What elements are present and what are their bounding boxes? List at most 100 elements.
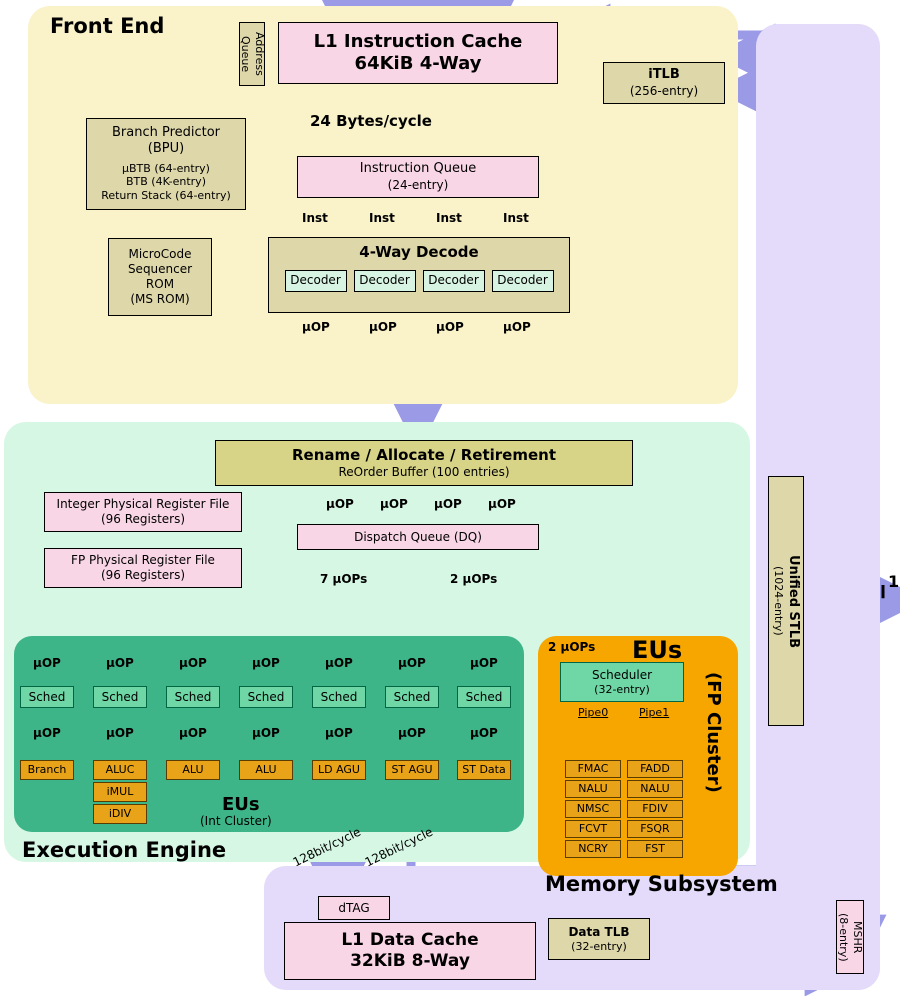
decoder-0: Decoder bbox=[285, 270, 347, 292]
decode-title: 4-Way Decode bbox=[359, 243, 478, 262]
seven-uops: 7 µOPs bbox=[320, 572, 367, 586]
msrom-l1: MicroCode bbox=[128, 247, 191, 262]
int-uop-5a: µOP bbox=[398, 656, 426, 670]
data-tlb: Data TLB (32-entry) bbox=[548, 918, 650, 960]
msrom-l3: ROM bbox=[146, 277, 174, 292]
l1-dcache: L1 Data Cache 32KiB 8-Way bbox=[284, 922, 536, 980]
eu-4: LD AGU bbox=[312, 760, 366, 780]
uop-rn-0: µOP bbox=[326, 497, 354, 511]
memory-subsystem-label: Memory Subsystem bbox=[545, 872, 778, 896]
decoder-1: Decoder bbox=[354, 270, 416, 292]
bpu-l4: BTB (4K-entry) bbox=[126, 175, 206, 189]
two-uops-fp: 2 µOPs bbox=[548, 640, 595, 654]
fp-scheduler: Scheduler (32-entry) bbox=[560, 662, 684, 702]
int-uop-3b: µOP bbox=[252, 726, 280, 740]
l1-icache-line2: 64KiB 4-Way bbox=[355, 53, 482, 76]
execution-engine-label: Execution Engine bbox=[22, 838, 226, 862]
rename-rob: Rename / Allocate / Retirement ReOrder B… bbox=[215, 440, 633, 486]
pipe0-label: Pipe0 bbox=[578, 706, 608, 719]
fp0-2: NMSC bbox=[565, 800, 621, 818]
int-uop-2a: µOP bbox=[179, 656, 207, 670]
mshr-l2: (8-entry) bbox=[836, 913, 850, 962]
int-uop-1a: µOP bbox=[106, 656, 134, 670]
uop-rn-2: µOP bbox=[434, 497, 462, 511]
iq-l2: (24-entry) bbox=[388, 178, 449, 193]
int-uop-1b: µOP bbox=[106, 726, 134, 740]
int-uop-2b: µOP bbox=[179, 726, 207, 740]
address-queue: Address Queue bbox=[239, 22, 265, 86]
l1-icache-line1: L1 Instruction Cache bbox=[314, 31, 523, 54]
eu-0: Branch bbox=[20, 760, 74, 780]
uop-rn-1: µOP bbox=[380, 497, 408, 511]
eu-3: ALU bbox=[239, 760, 293, 780]
branch-predictor: Branch Predictor (BPU) µBTB (64-entry) B… bbox=[86, 118, 246, 210]
fp0-0: FMAC bbox=[565, 760, 621, 778]
l1-icache: L1 Instruction Cache 64KiB 4-Way bbox=[278, 22, 558, 84]
inst-lbl-1: Inst bbox=[369, 211, 395, 225]
int-prf-l2: (96 Registers) bbox=[101, 512, 185, 527]
mshr-l1: MSHR bbox=[850, 921, 864, 953]
inst-lbl-3: Inst bbox=[503, 211, 529, 225]
dtlb-l1: Data TLB bbox=[568, 925, 629, 940]
fp1-2: FDIV bbox=[627, 800, 683, 818]
int-uop-6b: µOP bbox=[470, 726, 498, 740]
sched-1: Sched bbox=[93, 686, 147, 708]
dtlb-l2: (32-entry) bbox=[571, 940, 627, 954]
rename-l1: Rename / Allocate / Retirement bbox=[292, 446, 556, 465]
offchip-label: 1 bbox=[888, 572, 899, 591]
sched-3: Sched bbox=[239, 686, 293, 708]
int-eus-sub: (Int Cluster) bbox=[200, 814, 272, 828]
inst-lbl-0: Inst bbox=[302, 211, 328, 225]
uop-fe-3: µOP bbox=[503, 320, 531, 334]
sched-0: Sched bbox=[20, 686, 74, 708]
fp0-1: NALU bbox=[565, 780, 621, 798]
dtag: dTAG bbox=[318, 896, 390, 920]
l1d-l2: 32KiB 8-Way bbox=[350, 951, 470, 972]
fp-eus-sub: (FP Cluster) bbox=[703, 672, 724, 793]
int-prf-l1: Integer Physical Register File bbox=[57, 497, 230, 512]
uop-fe-2: µOP bbox=[436, 320, 464, 334]
mshr: MSHR (8-entry) bbox=[836, 900, 864, 974]
msrom-l2: Sequencer bbox=[128, 262, 192, 277]
decoder-2: Decoder bbox=[423, 270, 485, 292]
fp1-1: NALU bbox=[627, 780, 683, 798]
fp1-3: FSQR bbox=[627, 820, 683, 838]
byte-rate-label: 24 Bytes/cycle bbox=[310, 112, 432, 130]
int-uop-0b: µOP bbox=[33, 726, 61, 740]
fp-eus-label: EUs bbox=[632, 636, 682, 664]
sched-2: Sched bbox=[166, 686, 220, 708]
decode-block: 4-Way Decode Decoder Decoder Decoder Dec… bbox=[268, 237, 570, 313]
itlb: iTLB (256-entry) bbox=[603, 62, 725, 104]
sched-4: Sched bbox=[312, 686, 366, 708]
address-queue-text: Address Queue bbox=[238, 23, 266, 85]
sched-5: Sched bbox=[385, 686, 439, 708]
pipe1-label: Pipe1 bbox=[639, 706, 669, 719]
int-uop-4b: µOP bbox=[325, 726, 353, 740]
sched-6: Sched bbox=[457, 686, 511, 708]
uop-rn-3: µOP bbox=[488, 497, 516, 511]
int-prf: Integer Physical Register File (96 Regis… bbox=[44, 492, 242, 532]
fp-prf-l2: (96 Registers) bbox=[101, 568, 185, 583]
eu-6: ST Data bbox=[457, 760, 511, 780]
itlb-l1: iTLB bbox=[648, 67, 680, 83]
bpu-l3: µBTB (64-entry) bbox=[122, 162, 210, 176]
int-uop-3a: µOP bbox=[252, 656, 280, 670]
msrom: MicroCode Sequencer ROM (MS ROM) bbox=[108, 238, 212, 316]
eu-5: ST AGU bbox=[385, 760, 439, 780]
int-eus-label: EUs bbox=[222, 794, 260, 815]
bpu-l2: (BPU) bbox=[148, 141, 184, 157]
int-uop-6a: µOP bbox=[470, 656, 498, 670]
bpu-l5: Return Stack (64-entry) bbox=[101, 189, 231, 203]
unified-stlb: Unified STLB (1024-entry) bbox=[768, 476, 804, 726]
l1d-l1: L1 Data Cache bbox=[341, 930, 478, 951]
eu-1b: iMUL bbox=[93, 782, 147, 802]
stlb-l2: (1024-entry) bbox=[771, 566, 785, 636]
fp1-4: FST bbox=[627, 840, 683, 858]
eu-1c: iDIV bbox=[93, 804, 147, 824]
bpu-l1: Branch Predictor bbox=[112, 125, 220, 141]
eu-1: ALUC bbox=[93, 760, 147, 780]
fp-prf: FP Physical Register File (96 Registers) bbox=[44, 548, 242, 588]
fp-sched-l2: (32-entry) bbox=[594, 683, 650, 697]
decoder-3: Decoder bbox=[492, 270, 554, 292]
two-uops: 2 µOPs bbox=[450, 572, 497, 586]
